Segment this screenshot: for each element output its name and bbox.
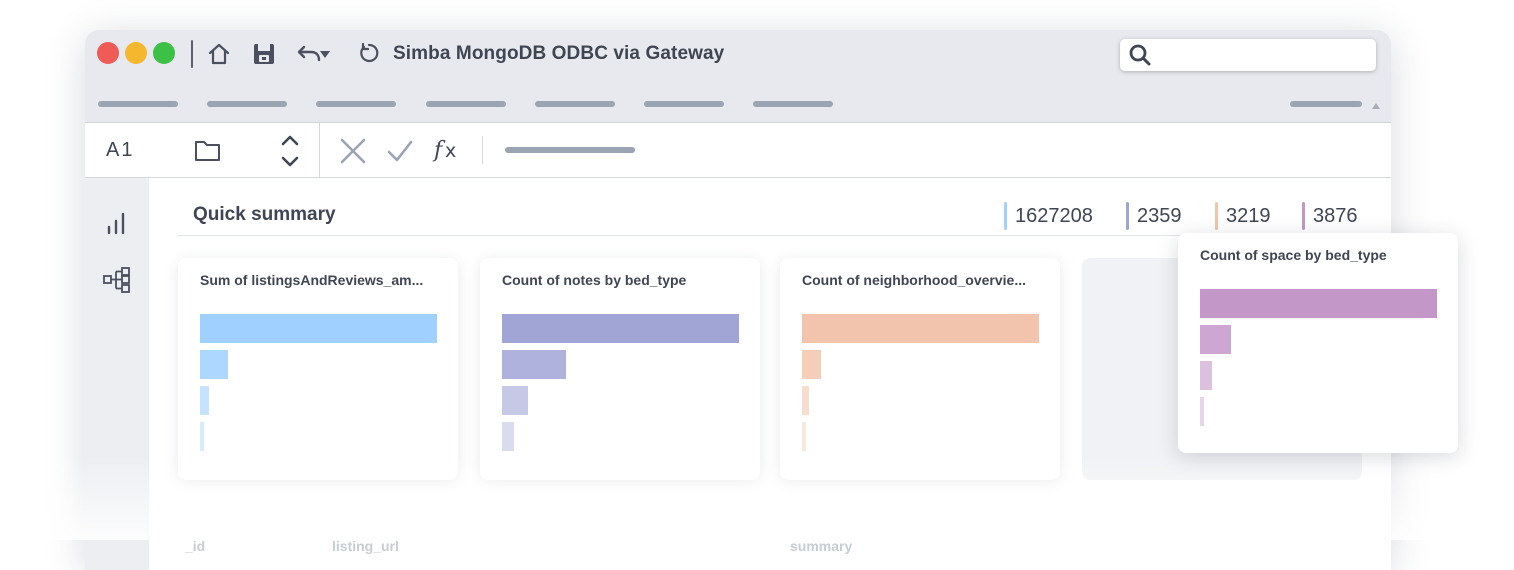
chart-bar[interactable] [802, 350, 821, 379]
chart-title: Count of space by bed_type [1200, 247, 1387, 263]
chart-bar[interactable] [502, 386, 529, 415]
chart-bar[interactable] [200, 386, 210, 415]
stepper-icon[interactable] [278, 133, 302, 174]
legend-value: 1627208 [1015, 204, 1093, 227]
chart-bar[interactable] [502, 314, 739, 343]
toolbar-divider [191, 40, 193, 68]
formula-input[interactable] [505, 147, 635, 153]
summary-divider [177, 235, 1391, 236]
menu-item-placeholder[interactable] [316, 101, 396, 107]
menu-item-placeholder[interactable] [207, 101, 287, 107]
chart-bar[interactable] [200, 422, 204, 451]
chart-bar[interactable] [802, 422, 806, 451]
menu-item-placeholder[interactable] [535, 101, 615, 107]
chart-bar[interactable] [1200, 397, 1204, 426]
menu-item-placeholder[interactable] [644, 101, 724, 107]
legend-value: 3219 [1226, 204, 1271, 227]
legend-value: 2359 [1137, 204, 1182, 227]
menu-item-placeholder[interactable] [1290, 101, 1362, 107]
chart-bar[interactable] [502, 422, 514, 451]
zoom-window-button[interactable] [153, 42, 175, 64]
chart-title: Sum of listingsAndReviews_am... [200, 272, 424, 288]
chart-card-amount[interactable]: Sum of listingsAndReviews_am... [178, 258, 458, 480]
legend-swatch [1004, 202, 1007, 230]
legend-item: 3219 [1215, 202, 1271, 230]
chart-bar[interactable] [1200, 325, 1231, 354]
cell-reference[interactable]: A1 [106, 139, 135, 161]
bottom-fade [0, 455, 1514, 540]
chart-card-notes[interactable]: Count of notes by bed_type [480, 258, 760, 480]
menu-item-placeholder[interactable] [753, 101, 833, 107]
close-window-button[interactable] [97, 42, 119, 64]
column-header[interactable]: summary [790, 538, 853, 554]
chart-title: Count of notes by bed_type [502, 272, 687, 288]
legend-value: 3876 [1313, 204, 1358, 227]
chart-title: Count of neighborhood_overvie... [802, 272, 1026, 288]
confirm-icon[interactable] [386, 137, 414, 170]
menu-item-placeholder[interactable] [426, 101, 506, 107]
chart-bar[interactable] [200, 314, 437, 343]
undo-icon[interactable] [293, 38, 325, 70]
title-bar: Simba MongoDB ODBC via Gateway [85, 30, 1391, 123]
legend-item: 2359 [1126, 202, 1182, 230]
legend-item: 3876 [1302, 202, 1358, 230]
search-input[interactable] [1120, 39, 1376, 71]
chart-bar[interactable] [802, 314, 1039, 343]
summary-title: Quick summary [193, 204, 336, 225]
minimize-window-button[interactable] [125, 42, 147, 64]
bar-chart-icon[interactable] [104, 210, 130, 241]
refresh-icon[interactable] [353, 38, 385, 70]
svg-text:f: f [432, 138, 446, 163]
home-icon[interactable] [203, 38, 235, 70]
legend-swatch [1302, 202, 1305, 230]
column-header[interactable]: listing_url [332, 538, 399, 554]
legend-swatch [1126, 202, 1129, 230]
search-icon [1128, 43, 1152, 72]
formula-divider [482, 136, 483, 164]
svg-text:x: x [445, 140, 456, 162]
save-icon[interactable] [248, 38, 280, 70]
window-title: Simba MongoDB ODBC via Gateway [393, 43, 725, 64]
formula-divider [319, 123, 320, 177]
cancel-icon[interactable] [339, 137, 367, 170]
dropdown-caret-icon[interactable] [317, 38, 333, 70]
legend-item: 1627208 [1004, 202, 1093, 230]
chart-bar[interactable] [802, 386, 810, 415]
hierarchy-icon[interactable] [102, 266, 132, 299]
chart-bar[interactable] [502, 350, 566, 379]
chart-bar[interactable] [200, 350, 229, 379]
column-header[interactable]: _id [185, 538, 206, 554]
chart-card-space[interactable]: Count of space by bed_type [1178, 233, 1458, 453]
legend-swatch [1215, 202, 1218, 230]
chart-card-neighborhood[interactable]: Count of neighborhood_overvie... [780, 258, 1060, 480]
menu-item-placeholder[interactable] [98, 101, 178, 107]
folder-icon[interactable] [193, 136, 223, 169]
collapse-ribbon-icon[interactable] [1371, 98, 1381, 116]
chart-bar[interactable] [1200, 289, 1437, 318]
chart-bar[interactable] [1200, 361, 1212, 390]
